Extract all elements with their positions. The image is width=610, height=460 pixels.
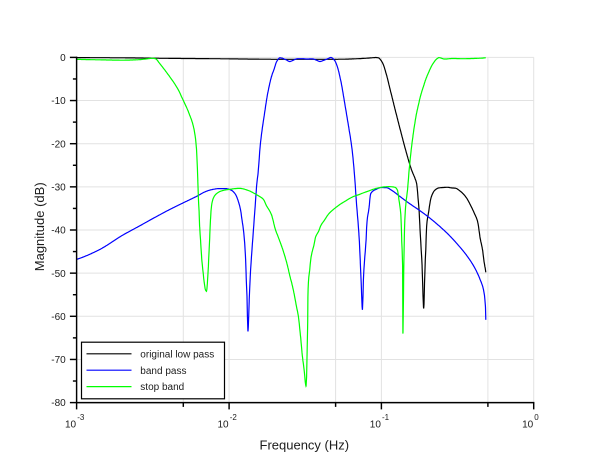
svg-text:10: 10 xyxy=(218,420,230,431)
svg-text:band pass: band pass xyxy=(140,366,186,377)
svg-text:-10: -10 xyxy=(51,96,66,107)
svg-text:0: 0 xyxy=(60,53,66,64)
svg-text:original low pass: original low pass xyxy=(140,349,214,360)
svg-text:-60: -60 xyxy=(51,312,66,323)
svg-text:-70: -70 xyxy=(51,355,66,366)
svg-text:-80: -80 xyxy=(51,398,66,409)
svg-text:-1: -1 xyxy=(382,413,390,422)
svg-text:10: 10 xyxy=(522,420,534,431)
svg-text:-50: -50 xyxy=(51,269,66,280)
svg-text:-30: -30 xyxy=(51,182,66,193)
svg-text:Frequency (Hz): Frequency (Hz) xyxy=(260,437,350,452)
svg-text:-2: -2 xyxy=(230,413,238,422)
svg-text:stop band: stop band xyxy=(140,382,184,393)
svg-text:-20: -20 xyxy=(51,139,66,150)
svg-text:10: 10 xyxy=(65,420,77,431)
svg-text:0: 0 xyxy=(534,413,539,422)
svg-text:10: 10 xyxy=(370,420,382,431)
svg-text:-40: -40 xyxy=(51,226,66,237)
svg-text:Magnitude (dB): Magnitude (dB) xyxy=(32,182,47,271)
svg-text:-3: -3 xyxy=(77,413,85,422)
